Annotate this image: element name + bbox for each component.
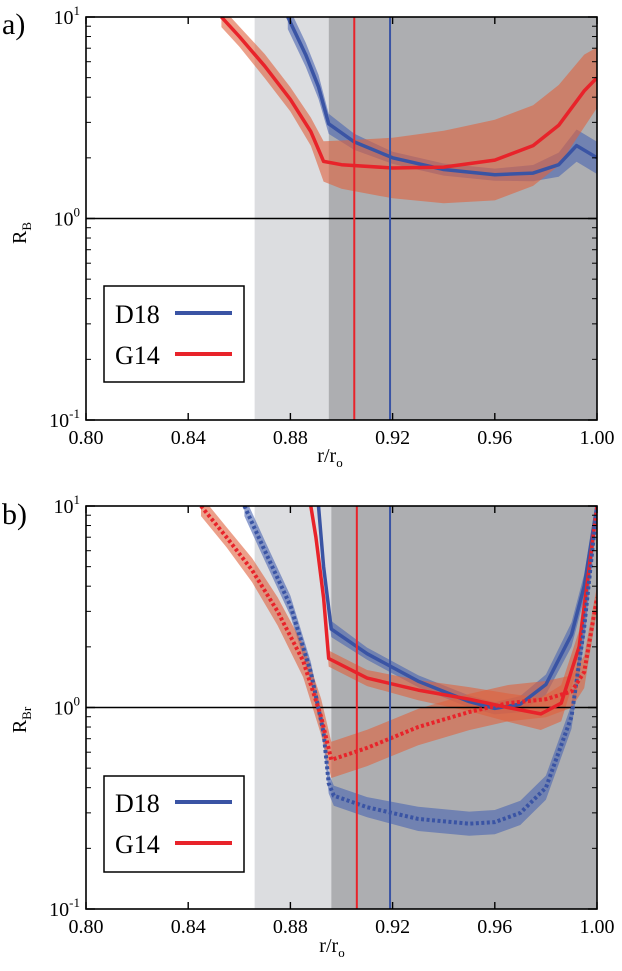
y-axis-label: RB: [9, 222, 34, 244]
series-band-g14: [310, 506, 597, 730]
plot-content: [86, 506, 597, 909]
x-tick-label: 0.84: [171, 916, 206, 938]
legend-label: D18: [115, 789, 160, 818]
legend-label: D18: [115, 300, 160, 329]
panel-b: b) 0.80 0.84 0.88 0.92 0.96 1.00 10-1 100 101 RB…: [2, 492, 615, 960]
panel-a: a) 0.80 0.84 0.88 0.92 0.96 1.00 10-1 100 101 RB…: [2, 3, 615, 470]
x-tick-label: 0.80: [69, 427, 104, 449]
panel-label: a): [2, 8, 25, 41]
x-tick-label: 0.96: [477, 427, 512, 449]
y-tick-label: 10-1: [49, 895, 80, 921]
x-tick-label: 0.84: [171, 427, 206, 449]
x-axis-label: r/ro: [319, 935, 344, 960]
legend-box: [103, 775, 245, 873]
y-tick-label: 101: [54, 492, 81, 518]
y-tick-label: 100: [54, 694, 81, 720]
panel-label: b): [2, 498, 27, 531]
x-tick-label: 0.92: [375, 427, 410, 449]
y-tick-label: 10-1: [49, 406, 80, 432]
y-tick-label: 101: [54, 3, 81, 29]
plot-area: 0.80 0.84 0.88 0.92 0.96 1.00 10-1 100 101: [49, 492, 614, 938]
series-line-g14: [220, 17, 597, 170]
legend-label: G14: [115, 830, 160, 859]
x-tick-label: 0.88: [273, 427, 308, 449]
plot-content: [86, 17, 597, 420]
x-axis-label: r/ro: [317, 445, 342, 470]
series-line-g14: [309, 506, 597, 716]
plot-area: 0.80 0.84 0.88 0.92 0.96 1.00 10-1 100 101: [49, 3, 614, 449]
series-line-d18: [316, 506, 597, 711]
series-band-d18: [318, 506, 597, 715]
series-band-g14: [201, 506, 597, 778]
x-tick-label: 1.00: [580, 916, 615, 938]
series-line-g14-dotted: [199, 506, 597, 762]
x-tick-label: 0.96: [477, 916, 512, 938]
x-tick-label: 0.80: [69, 916, 104, 938]
x-tick-label: 0.88: [273, 916, 308, 938]
y-axis-label: RBr: [9, 706, 34, 733]
legend: D18 G14: [103, 285, 245, 383]
series-line-d18-dotted: [242, 506, 597, 826]
legend-label: G14: [115, 341, 160, 370]
legend-box: [103, 285, 245, 383]
legend: D18 G14: [103, 775, 245, 873]
series-line-d18: [286, 17, 597, 177]
y-tick-label: 100: [54, 205, 81, 231]
x-tick-label: 1.00: [580, 427, 615, 449]
x-tick-label: 0.92: [375, 916, 410, 938]
